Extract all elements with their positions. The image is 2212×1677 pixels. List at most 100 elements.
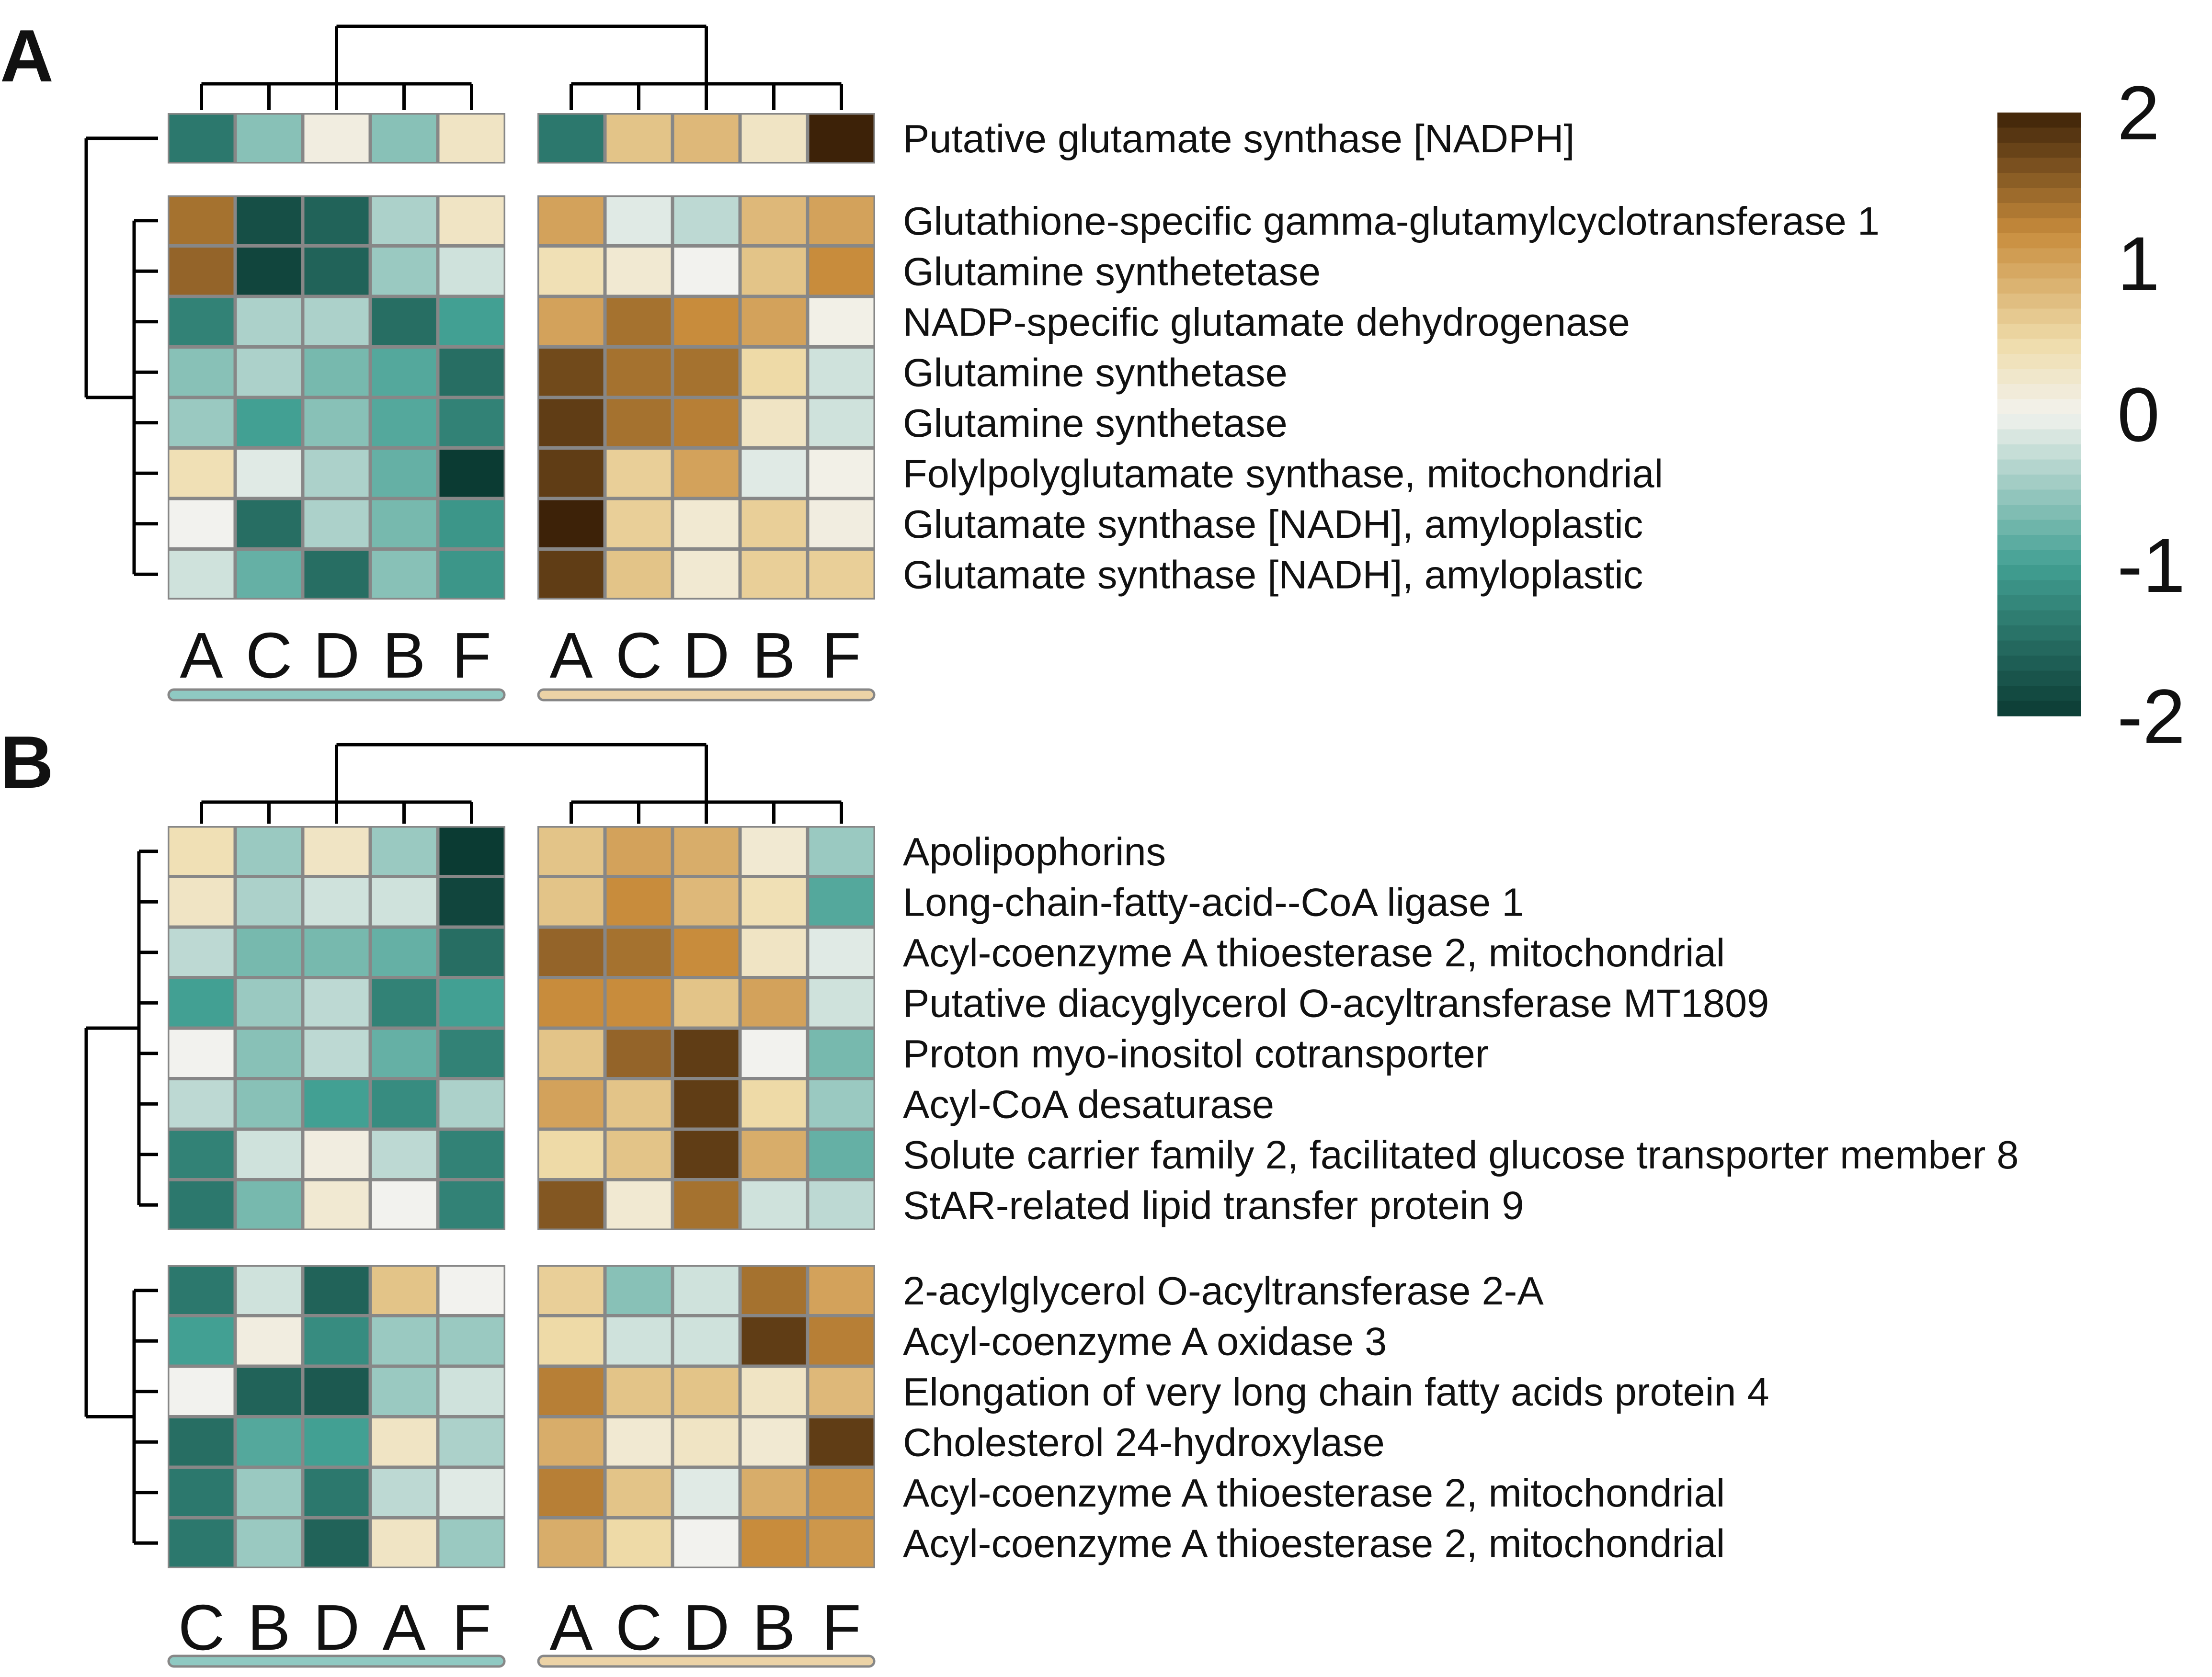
heatmap-cell — [237, 878, 301, 926]
heatmap-cell — [304, 248, 369, 295]
heatmap-cell — [741, 248, 806, 295]
column-label: F — [821, 619, 861, 691]
column-label: B — [247, 1591, 290, 1664]
heatmap-cell — [169, 450, 234, 497]
column-label: F — [452, 1591, 491, 1664]
heatmap-cell — [304, 1418, 369, 1466]
heatmap-cell — [304, 1519, 369, 1567]
heatmap-cell — [809, 551, 874, 598]
row-dendrogram — [84, 136, 158, 576]
heatmap-cell — [809, 248, 874, 295]
column-label: D — [313, 619, 360, 691]
heatmap-cell — [372, 399, 436, 446]
color-scale-swatch — [1997, 580, 2081, 596]
heatmap-cell — [372, 500, 436, 547]
color-scale-swatch — [1997, 354, 2081, 370]
heatmap-cell — [169, 1181, 234, 1229]
heatmap-cell — [169, 1317, 234, 1365]
heatmap-cell — [606, 1030, 671, 1077]
heatmap-cell — [539, 1418, 604, 1466]
heatmap-cell — [809, 929, 874, 976]
row-label: Putative glutamate synthase [NADPH] — [903, 116, 1574, 161]
heatmap-cell — [741, 551, 806, 598]
heatmap-cell — [372, 1080, 436, 1128]
heatmap-cell — [372, 1317, 436, 1365]
heatmap-cell — [606, 500, 671, 547]
heatmap-cell — [304, 551, 369, 598]
row-label: Glutathione-specific gamma-glutamylcyclo… — [903, 199, 1880, 243]
heatmap-cell — [539, 298, 604, 345]
heatmap-cell — [304, 1181, 369, 1229]
heatmap-cell — [539, 1131, 604, 1178]
heatmap-cell — [539, 979, 604, 1027]
heatmap-cell — [606, 298, 671, 345]
heatmap-cell — [372, 1418, 436, 1466]
color-scale-swatch — [1997, 158, 2081, 173]
color-scale-legend: 2 1 0 -1 -2 — [1997, 70, 2185, 759]
column-label: B — [382, 619, 425, 691]
column-label: F — [821, 1591, 861, 1664]
heatmap-block: Putative glutamate synthase [NADPH] — [168, 113, 1574, 164]
heatmap-cell — [439, 197, 504, 244]
color-scale-swatch — [1997, 444, 2081, 460]
heatmap-cell — [606, 979, 671, 1027]
heatmap-cell — [304, 500, 369, 547]
heatmap-cell — [237, 979, 301, 1027]
row-label: Acyl-coenzyme A thioesterase 2, mitochon… — [903, 930, 1725, 975]
color-scale-swatch — [1997, 701, 2081, 716]
heatmap-cell — [539, 929, 604, 976]
heatmap-cell — [304, 349, 369, 396]
color-scale-swatch — [1997, 369, 2081, 385]
heatmap-cell — [741, 1181, 806, 1229]
heatmap-cell — [674, 878, 739, 926]
color-scale-swatch — [1997, 625, 2081, 641]
heatmap-cell — [674, 1418, 739, 1466]
heatmap-cell — [606, 878, 671, 926]
heatmap-cell — [372, 450, 436, 497]
heatmap-cell — [674, 1030, 739, 1077]
color-scale-swatch — [1997, 188, 2081, 204]
heatmap-cell — [606, 1469, 671, 1516]
heatmap-cell — [809, 1080, 874, 1128]
row-label: Acyl-coenzyme A thioesterase 2, mitochon… — [903, 1521, 1725, 1565]
column-dendrogram — [200, 743, 843, 824]
heatmap-cell — [674, 248, 739, 295]
column-label: C — [616, 619, 662, 691]
column-label: A — [382, 1591, 425, 1664]
heatmap-cell — [439, 1469, 504, 1516]
heatmap-cell — [372, 248, 436, 295]
row-label: Solute carrier family 2, facilitated glu… — [903, 1133, 2019, 1177]
color-scale-swatch — [1997, 384, 2081, 400]
heatmap-cell — [741, 450, 806, 497]
heatmap-cell — [809, 1317, 874, 1365]
heatmap-cell — [674, 1519, 739, 1567]
heatmap-cell — [809, 1418, 874, 1466]
color-scale-swatch — [1997, 489, 2081, 505]
heatmap-cell — [237, 197, 301, 244]
heatmap-cell — [304, 114, 369, 162]
heatmap-cell — [439, 399, 504, 446]
color-scale-swatch — [1997, 565, 2081, 581]
heatmap-cell — [304, 399, 369, 446]
heatmap-cell — [169, 197, 234, 244]
heatmap-cell — [809, 349, 874, 396]
heatmap-cell — [674, 1080, 739, 1128]
heatmap-cell — [169, 248, 234, 295]
heatmap-cell — [169, 1368, 234, 1415]
heatmap-cell — [539, 349, 604, 396]
heatmap-cell — [741, 827, 806, 875]
block-frame — [168, 1265, 505, 1568]
heatmap-cell — [439, 551, 504, 598]
heatmap-cell — [674, 399, 739, 446]
row-label: Proton myo-inositol cotransporter — [903, 1031, 1488, 1076]
heatmap-cell — [439, 929, 504, 976]
row-label: Glutamate synthase [NADH], amyloplastic — [903, 552, 1643, 597]
heatmap-cell — [741, 979, 806, 1027]
panel-letter: B — [0, 721, 54, 804]
heatmap-cell — [809, 1030, 874, 1077]
color-scale-swatch — [1997, 640, 2081, 656]
heatmap-cell — [169, 979, 234, 1027]
heatmap-cell — [741, 399, 806, 446]
heatmap-cell — [741, 500, 806, 547]
heatmap-cell — [169, 1131, 234, 1178]
